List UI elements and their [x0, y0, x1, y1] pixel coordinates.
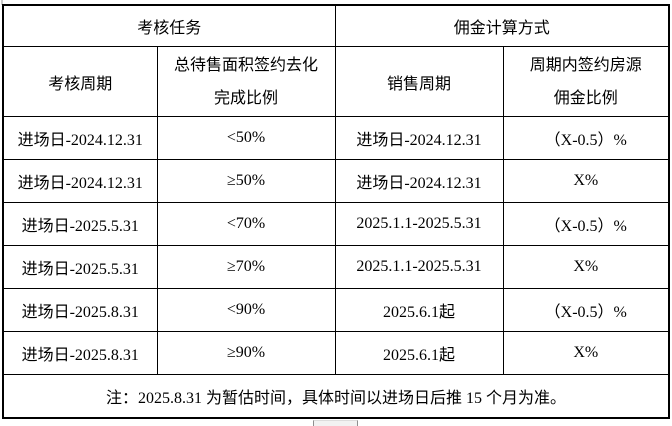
cell-commission-ratio: （X-0.5）% — [502, 288, 670, 332]
header-assessment-task: 考核任务 — [2, 4, 336, 47]
cell-completion-ratio: <70% — [156, 202, 336, 246]
table-header-row-1: 考核任务 佣金计算方式 — [2, 4, 670, 47]
cell-assessment-period: 进场日-2025.8.31 — [2, 288, 158, 332]
cell-sales-period: 2025.6.1起 — [334, 331, 504, 375]
table-header-row-2: 考核周期 总待售面积签约去化 完成比例 销售周期 周期内签约房源 佣金比例 — [2, 46, 670, 117]
cell-completion-ratio: <90% — [156, 288, 336, 332]
header-commission-ratio-line2: 佣金比例 — [553, 89, 618, 107]
cell-completion-ratio: ≥90% — [156, 331, 336, 375]
cell-assessment-period: 进场日-2024.12.31 — [2, 116, 158, 160]
cell-commission-ratio: X% — [502, 159, 670, 203]
table-row: 进场日-2025.8.31 <90% 2025.6.1起 （X-0.5）% — [2, 288, 670, 332]
cell-completion-ratio: ≥70% — [156, 245, 336, 289]
cell-sales-period: 2025.6.1起 — [334, 288, 504, 332]
header-completion-ratio: 总待售面积签约去化 完成比例 — [156, 46, 336, 117]
cell-assessment-period: 进场日-2024.12.31 — [2, 159, 158, 203]
header-completion-ratio-line1: 总待售面积签约去化 — [174, 56, 319, 74]
cell-commission-ratio: （X-0.5）% — [502, 116, 670, 160]
cell-sales-period: 2025.1.1-2025.5.31 — [334, 245, 504, 289]
commission-assessment-table: 考核任务 佣金计算方式 考核周期 总待售面积签约去化 完成比例 销售周期 周期内… — [2, 4, 671, 419]
cell-commission-ratio: X% — [502, 245, 670, 289]
cell-assessment-period: 进场日-2025.5.31 — [2, 202, 158, 246]
table-row: 进场日-2024.12.31 <50% 进场日-2024.12.31 （X-0.… — [2, 116, 670, 160]
footnote: 注：2025.8.31 为暂估时间，具体时间以进场日后推 15 个月为准。 — [2, 374, 670, 419]
cell-sales-period: 进场日-2024.12.31 — [334, 116, 504, 160]
header-assessment-period: 考核周期 — [2, 46, 158, 117]
table-row: 进场日-2024.12.31 ≥50% 进场日-2024.12.31 X% — [2, 159, 670, 203]
header-commission-ratio-line1: 周期内签约房源 — [529, 56, 642, 74]
cell-completion-ratio: <50% — [156, 116, 336, 160]
header-completion-ratio-line2: 完成比例 — [214, 89, 279, 107]
cell-commission-ratio: （X-0.5）% — [502, 202, 670, 246]
cell-assessment-period: 进场日-2025.5.31 — [2, 245, 158, 289]
table-note-row: 注：2025.8.31 为暂估时间，具体时间以进场日后推 15 个月为准。 — [2, 374, 670, 419]
cell-assessment-period: 进场日-2025.8.31 — [2, 331, 158, 375]
table-row: 进场日-2025.5.31 ≥70% 2025.1.1-2025.5.31 X% — [2, 245, 670, 289]
cell-sales-period: 进场日-2024.12.31 — [334, 159, 504, 203]
header-commission-ratio: 周期内签约房源 佣金比例 — [502, 46, 670, 117]
partial-ui-fragment — [313, 420, 358, 426]
table-row: 进场日-2025.5.31 <70% 2025.1.1-2025.5.31 （X… — [2, 202, 670, 246]
header-sales-period: 销售周期 — [334, 46, 504, 117]
header-commission-calculation: 佣金计算方式 — [334, 4, 670, 47]
page-edge-fragment — [1, 0, 3, 5]
cell-sales-period: 2025.1.1-2025.5.31 — [334, 202, 504, 246]
cell-completion-ratio: ≥50% — [156, 159, 336, 203]
cell-commission-ratio: X% — [502, 331, 670, 375]
table-row: 进场日-2025.8.31 ≥90% 2025.6.1起 X% — [2, 331, 670, 375]
